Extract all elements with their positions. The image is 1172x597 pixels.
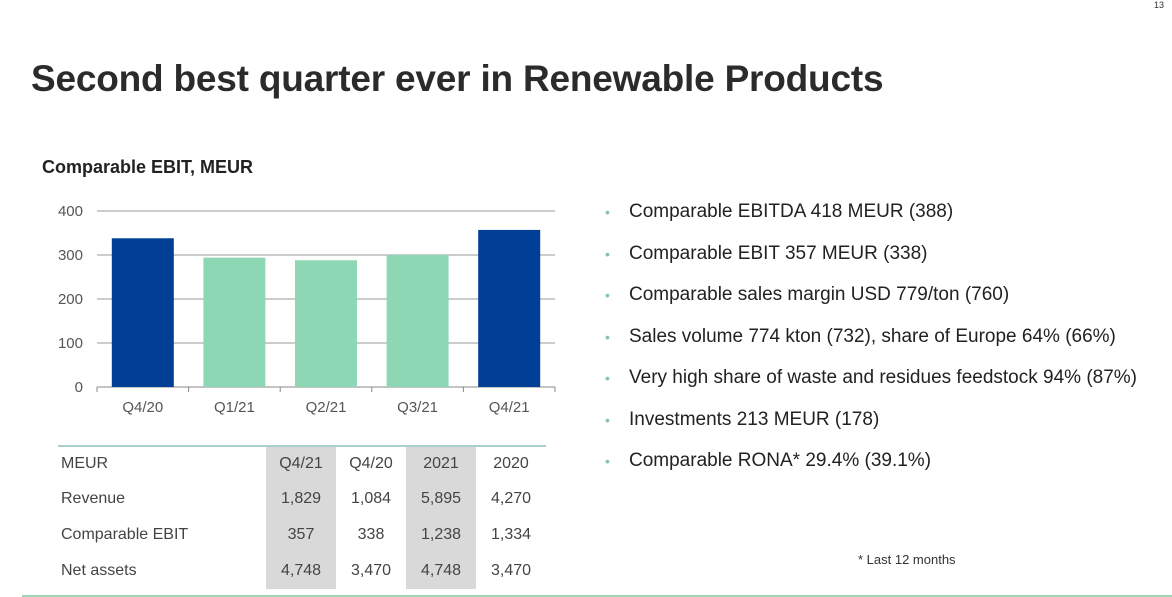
- x-tick-label: Q4/20: [122, 399, 163, 416]
- y-tick-label: 300: [58, 247, 83, 264]
- bullet-item: • Comparable EBITDA 418 MEUR (388): [605, 200, 1137, 242]
- bullet-item: • Comparable RONA* 29.4% (39.1%): [605, 449, 1137, 491]
- bullet-dot-icon: •: [605, 204, 610, 220]
- y-tick-label: 400: [58, 203, 83, 220]
- bullet-text: Comparable sales margin USD 779/ton (760…: [629, 284, 1010, 305]
- bar: [111, 238, 174, 387]
- page-number: 13: [1153, 0, 1164, 10]
- footnote: * Last 12 months: [858, 552, 956, 567]
- table-cell: 3,470: [490, 562, 532, 579]
- bullet-text: Comparable EBIT 357 MEUR (338): [629, 242, 928, 264]
- table-row: Comparable EBIT 357 338 1,238 1,334: [58, 517, 546, 553]
- y-tick-label: 100: [58, 335, 83, 352]
- table-header-label: MEUR: [58, 445, 266, 481]
- table-header-cell: 2021: [406, 445, 476, 481]
- table-row: Net assets 4,748 3,470 4,748 3,470: [58, 553, 546, 589]
- table-cell: 4,748: [406, 553, 476, 589]
- x-tick-label: Q1/21: [214, 399, 255, 416]
- bullet-dot-icon: •: [605, 287, 610, 303]
- bullet-item: • Investments 213 MEUR (178): [605, 408, 1137, 450]
- table-cell: 5,895: [406, 481, 476, 517]
- table-cell: 338: [357, 526, 385, 543]
- bullet-dot-icon: •: [605, 453, 610, 469]
- table-header-cell: Q4/21: [266, 445, 336, 481]
- table-header-cell: Q4/20: [336, 445, 406, 481]
- bar: [203, 257, 266, 387]
- table-row: Revenue 1,829 1,084 5,895 4,270: [58, 481, 546, 517]
- row-label: Comparable EBIT: [61, 526, 189, 543]
- x-tick-label: Q3/21: [397, 399, 438, 416]
- bullet-dot-icon: •: [605, 411, 610, 428]
- table-cell: 1,238: [406, 517, 476, 553]
- slide-title: Second best quarter ever in Renewable Pr…: [31, 58, 884, 99]
- row-label: Net assets: [61, 562, 137, 579]
- bullet-dot-icon: •: [605, 370, 610, 386]
- bullet-dot-icon: •: [605, 245, 610, 262]
- bullet-item: • Sales volume 774 kton (732), share of E…: [605, 325, 1137, 367]
- bullet-text: Comparable EBITDA 418 MEUR (388): [629, 201, 954, 222]
- financial-table: MEUR Q4/21 Q4/20 2021 2020 Revenue 1,829…: [58, 445, 546, 589]
- bullet-text: Sales volume 774 kton (732), share of Eu…: [629, 325, 1116, 347]
- table-cell: 4,270: [490, 490, 532, 507]
- table-cell: 4,748: [266, 553, 336, 589]
- bottom-divider: [22, 595, 1172, 597]
- bullet-text: Comparable RONA* 29.4% (39.1%): [629, 450, 932, 471]
- x-tick-label: Q4/21: [489, 399, 530, 416]
- table-cell: 1,829: [266, 481, 336, 517]
- y-tick-label: 200: [58, 291, 83, 308]
- bullet-item: • Comparable EBIT 357 MEUR (338): [605, 242, 1137, 284]
- highlights-list: • Comparable EBITDA 418 MEUR (388) • Compa…: [605, 200, 1137, 491]
- bullet-text: Investments 213 MEUR (178): [629, 408, 880, 430]
- y-tick-label: 0: [75, 379, 83, 396]
- bullet-dot-icon: •: [605, 328, 610, 345]
- table-header-row: MEUR Q4/21 Q4/20 2021 2020: [58, 445, 546, 481]
- chart-title: Comparable EBIT, MEUR: [42, 157, 254, 177]
- bullet-item: • Comparable sales margin USD 779/ton (76…: [605, 283, 1137, 325]
- bullet-text: Very high share of waste and residues fe…: [629, 367, 1138, 388]
- table-header-cell: 2020: [476, 445, 546, 481]
- bar: [478, 229, 541, 387]
- table-cell: 3,470: [350, 562, 392, 579]
- bar: [295, 260, 357, 387]
- bullet-item: • Very high share of waste and residues f…: [605, 366, 1137, 408]
- row-label: Revenue: [61, 490, 126, 507]
- table-cell: 1,084: [350, 490, 392, 507]
- table-cell: 1,334: [490, 526, 532, 543]
- bar: [386, 255, 449, 387]
- ebit-bar-chart: 0 100 200 300 400 Q4/20 Q1/21 Q2/21 Q3/21 Q4/21: [58, 203, 556, 416]
- x-tick-label: Q2/21: [306, 399, 347, 416]
- table-cell: 357: [266, 517, 336, 553]
